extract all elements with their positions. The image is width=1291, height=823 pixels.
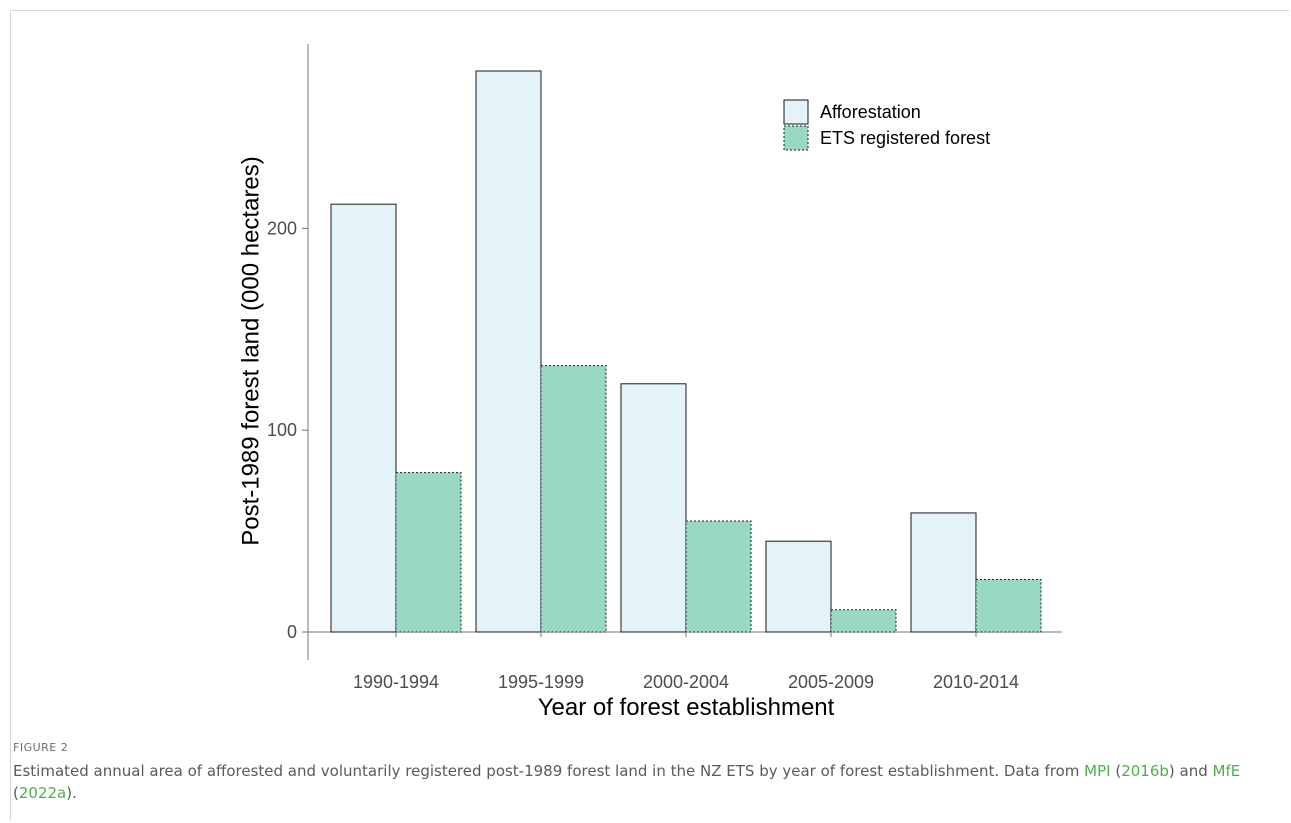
citation-link-mpi-year[interactable]: 2016b bbox=[1121, 762, 1169, 780]
caption-end: ). bbox=[66, 784, 77, 802]
y-tick-label: 0 bbox=[287, 622, 297, 642]
y-ticks: 0 100 200 bbox=[267, 218, 308, 642]
x-tick-label: 2010-2014 bbox=[933, 672, 1019, 692]
x-tick-label: 2005-2009 bbox=[788, 672, 874, 692]
x-axis-title: Year of forest establishment bbox=[538, 694, 835, 721]
caption-paren: ( bbox=[1110, 762, 1122, 780]
bars bbox=[330, 70, 1042, 633]
bar-chart: 0 100 200 1990-1994 1995-1999 2000-2004 2005-… bbox=[237, 44, 1062, 721]
legend: Afforestation ETS registered forest bbox=[783, 99, 990, 151]
bar-afforestation bbox=[475, 70, 542, 633]
figure-label: FIGURE 2 bbox=[13, 741, 69, 754]
citation-link-mfe-year[interactable]: 2022a bbox=[18, 784, 67, 802]
caption-text: Estimated annual area of afforested and … bbox=[13, 762, 1085, 780]
figure-caption: Estimated annual area of afforested and … bbox=[13, 760, 1273, 804]
citation-link-mpi[interactable]: MPI bbox=[1084, 762, 1111, 780]
x-tick-label: 1995-1999 bbox=[498, 672, 584, 692]
y-tick-label: 200 bbox=[267, 218, 297, 238]
y-axis-title: Post-1989 forest land (000 hectares) bbox=[237, 156, 264, 546]
x-tick-label: 2000-2004 bbox=[643, 672, 729, 692]
legend-swatch bbox=[783, 125, 809, 151]
bar-ets-registered bbox=[395, 472, 462, 633]
bar-afforestation bbox=[620, 383, 687, 633]
bar-afforestation bbox=[765, 540, 832, 633]
legend-swatch bbox=[783, 99, 809, 125]
bar-afforestation bbox=[330, 203, 397, 633]
legend-label: ETS registered forest bbox=[820, 128, 990, 148]
bar-ets-registered bbox=[830, 609, 897, 633]
bar-afforestation bbox=[910, 512, 977, 633]
x-tick-label: 1990-1994 bbox=[353, 672, 439, 692]
citation-link-mfe[interactable]: MfE bbox=[1212, 762, 1241, 780]
caption-connector: ) and bbox=[1168, 762, 1213, 780]
y-tick-label: 100 bbox=[267, 420, 297, 440]
bar-ets-registered bbox=[975, 579, 1042, 633]
figure-frame bbox=[10, 10, 1289, 820]
bar-ets-registered bbox=[540, 365, 607, 633]
bar-ets-registered bbox=[685, 520, 752, 633]
x-ticks: 1990-1994 1995-1999 2000-2004 2005-2009 2010… bbox=[353, 632, 1019, 692]
caption-paren: ( bbox=[13, 784, 19, 802]
legend-label: Afforestation bbox=[820, 102, 921, 122]
